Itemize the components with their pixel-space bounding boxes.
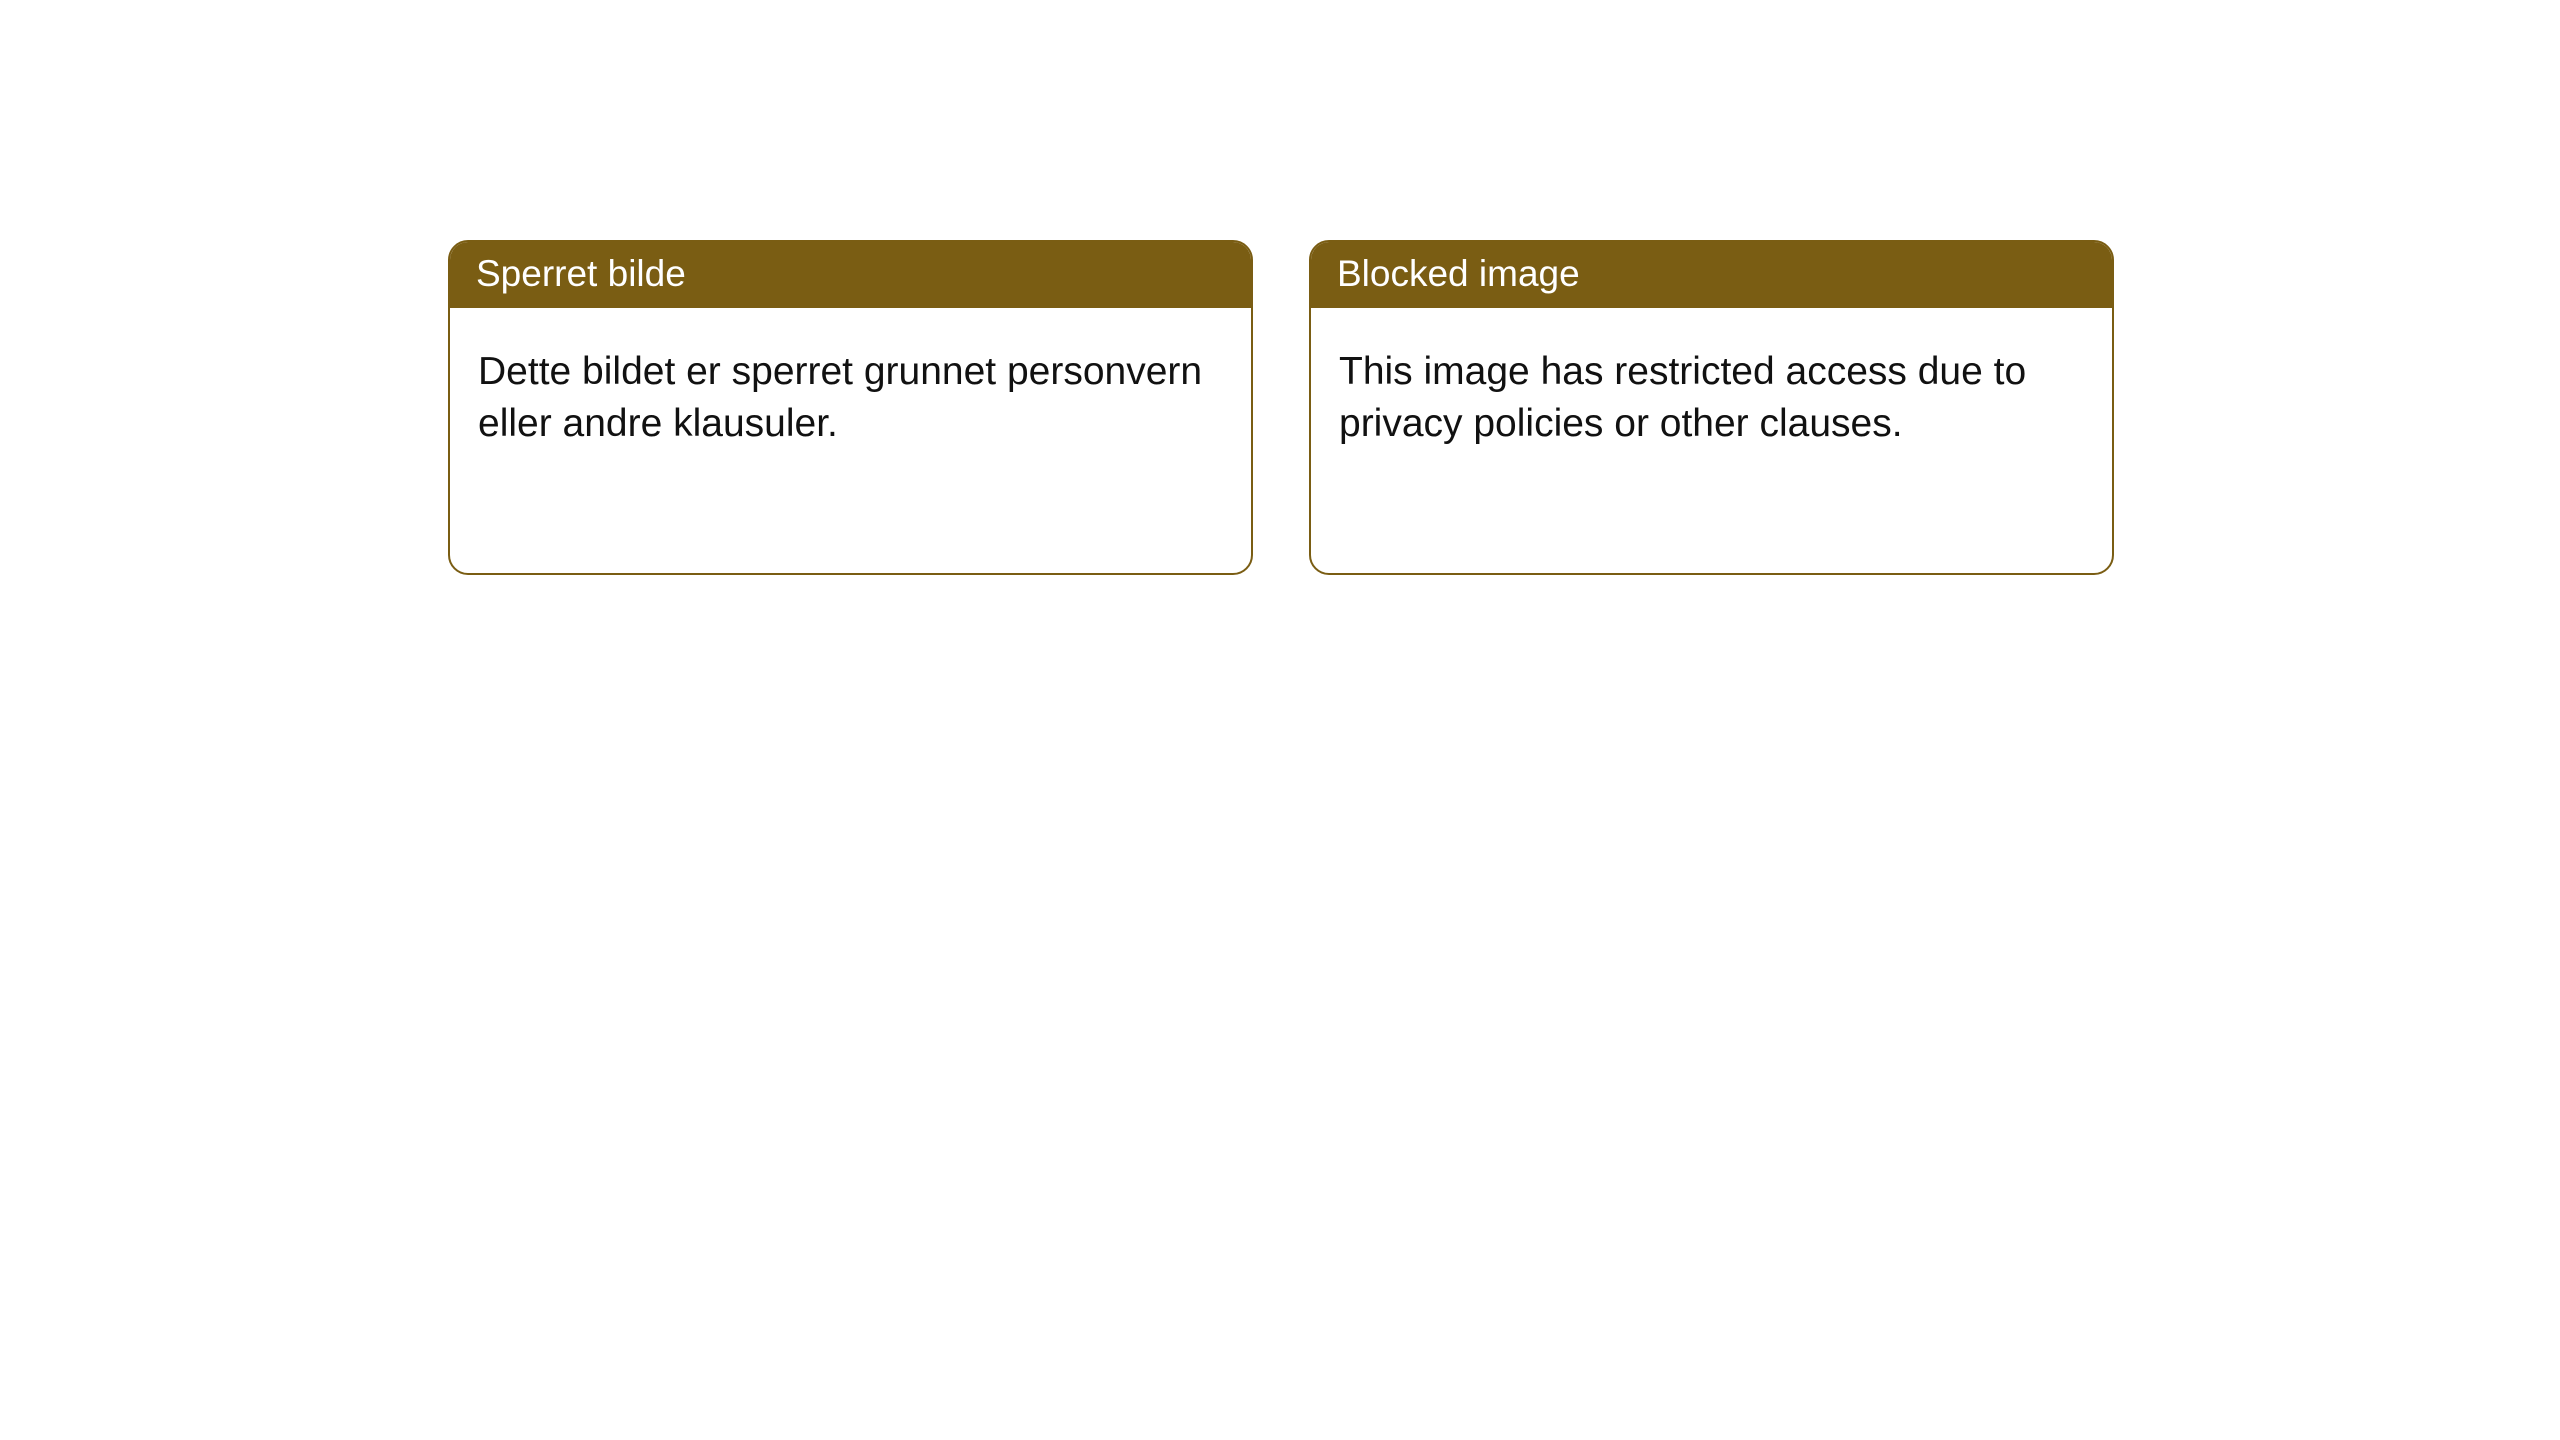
blocked-image-panel-no: Sperret bilde Dette bildet er sperret gr… [448,240,1253,575]
panel-body-en: This image has restricted access due to … [1311,308,2112,477]
panel-title-en: Blocked image [1311,242,2112,308]
panel-title-no: Sperret bilde [450,242,1251,308]
notice-panels-container: Sperret bilde Dette bildet er sperret gr… [0,0,2560,575]
blocked-image-panel-en: Blocked image This image has restricted … [1309,240,2114,575]
panel-body-no: Dette bildet er sperret grunnet personve… [450,308,1251,477]
